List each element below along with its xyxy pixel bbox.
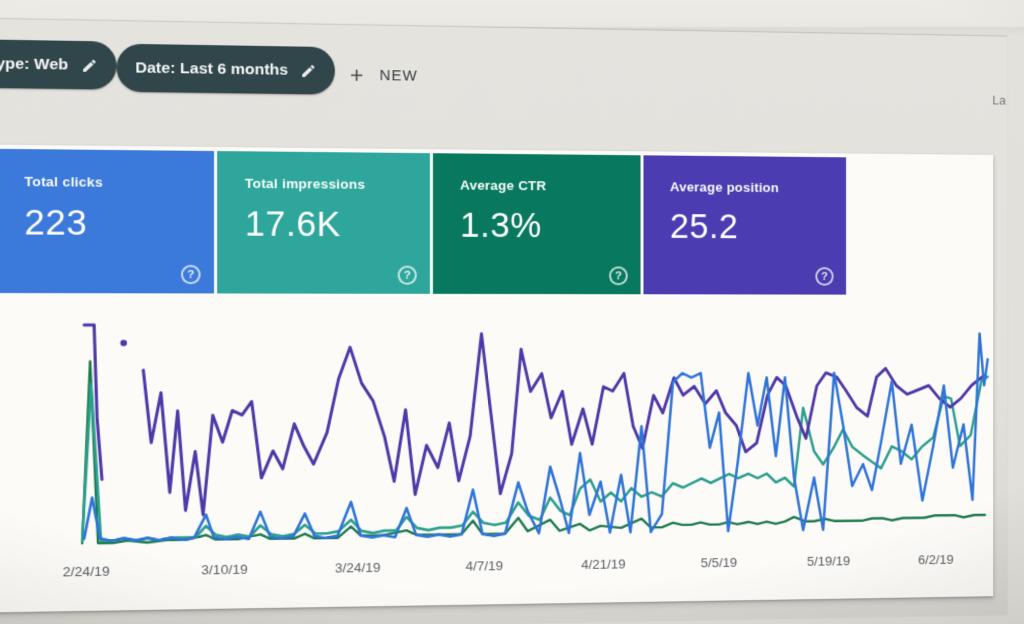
x-tick-label: 5/19/19 [806,553,851,569]
x-tick-label: 6/2/19 [918,552,954,568]
x-tick-label: 3/24/19 [334,559,381,576]
performance-chart[interactable] [0,289,993,563]
x-tick-label: 2/24/19 [62,563,110,580]
last-updated-partial-text: La [992,92,1006,108]
x-tick-label: 4/7/19 [465,558,504,574]
filter-chip-date[interactable]: Date: Last 6 months [116,43,336,95]
card-average-ctr-label: Average CTR [460,177,547,194]
card-total-clicks-value: 223 [24,202,88,243]
chart-canvas[interactable] [0,289,993,563]
series-point-position [120,339,127,347]
edit-pencil-icon[interactable] [81,57,98,74]
card-average-position[interactable]: Average position 25.2 ? [643,155,847,295]
metric-cards-row: Total clicks 223 ? Total impressions 17.… [0,148,847,295]
x-tick-label: 4/21/19 [581,556,626,573]
help-icon[interactable]: ? [180,264,201,285]
card-average-position-label: Average position [669,179,779,196]
card-average-ctr[interactable]: Average CTR 1.3% ? [432,153,641,295]
card-average-position-value: 25.2 [669,207,739,247]
performance-panel: Total clicks 223 ? Total impressions 17.… [0,144,994,613]
help-icon[interactable]: ? [609,266,628,286]
x-tick-label: 3/10/19 [201,561,248,578]
help-icon[interactable]: ? [397,265,417,285]
help-icon[interactable]: ? [815,267,834,286]
filter-bar: type: Web Date: Last 6 months NEW La [0,19,1007,107]
new-filter-button[interactable]: NEW [347,61,418,88]
card-total-impressions[interactable]: Total impressions 17.6K ? [217,151,430,294]
filter-chip-search-type-label: type: Web [0,54,69,74]
edit-pencil-icon[interactable] [300,62,316,78]
new-filter-label: NEW [379,66,418,85]
card-average-ctr-value: 1.3% [460,205,542,246]
x-tick-label: 5/5/19 [700,554,738,571]
card-total-clicks-label: Total clicks [24,173,103,190]
filter-chip-search-type[interactable]: type: Web [0,39,117,90]
card-total-impressions-value: 17.6K [244,204,341,245]
filter-chip-date-label: Date: Last 6 months [135,58,289,79]
search-console-screen: type: Web Date: Last 6 months NEW La Tot… [0,18,1008,624]
card-total-clicks[interactable]: Total clicks 223 ? [0,148,215,294]
card-total-impressions-label: Total impressions [244,175,366,192]
plus-icon [347,65,366,84]
series-line-position [143,334,982,516]
